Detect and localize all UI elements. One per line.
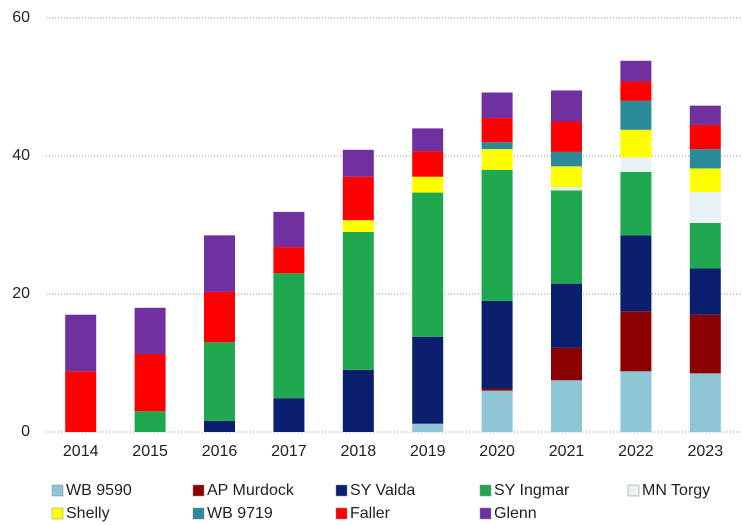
y-tick-label: 20 bbox=[12, 285, 30, 302]
y-tick-label: 0 bbox=[21, 423, 30, 440]
bar-segment bbox=[689, 124, 721, 150]
bar-segment bbox=[689, 314, 721, 374]
bar-segment bbox=[620, 129, 652, 158]
bar-segment bbox=[204, 342, 235, 421]
bar-segment bbox=[481, 149, 513, 170]
bar-segment bbox=[481, 142, 513, 150]
bar-segment bbox=[689, 105, 721, 125]
bar-segment bbox=[551, 283, 582, 348]
bar-segment bbox=[689, 373, 721, 432]
bar-segment bbox=[620, 157, 652, 172]
bar-segment bbox=[551, 166, 582, 188]
bar-segment bbox=[134, 411, 166, 432]
x-tick-label: 2014 bbox=[63, 443, 99, 460]
bar-segment bbox=[342, 220, 374, 232]
bar-segment bbox=[412, 336, 444, 424]
bar-segment bbox=[689, 268, 721, 315]
bar-segment bbox=[551, 190, 582, 284]
legend-label: Shelly bbox=[66, 505, 110, 522]
bar-segment bbox=[134, 307, 166, 355]
bar-segment bbox=[620, 235, 652, 312]
bar-segment bbox=[620, 171, 652, 236]
legend-label: WB 9719 bbox=[207, 505, 273, 522]
bar-segment bbox=[551, 187, 582, 191]
bar-segment bbox=[204, 291, 235, 343]
x-tick-label: 2017 bbox=[271, 443, 307, 460]
bar-segment bbox=[689, 191, 721, 223]
bar-segment bbox=[412, 423, 444, 432]
bar-segment bbox=[412, 192, 444, 337]
bar-segment bbox=[65, 371, 97, 432]
legend-label: SY Ingmar bbox=[494, 482, 570, 499]
bar-segment bbox=[481, 388, 513, 391]
y-tick-label: 60 bbox=[12, 9, 30, 26]
legend-swatch bbox=[479, 484, 492, 497]
x-tick-label: 2018 bbox=[341, 443, 377, 460]
bar-segment bbox=[273, 273, 305, 399]
bar-segment bbox=[204, 420, 235, 432]
bar-segment bbox=[689, 149, 721, 169]
bar-segment bbox=[342, 176, 374, 221]
bar-segment bbox=[273, 398, 305, 432]
legend-swatch bbox=[335, 484, 348, 497]
legend-label: MN Torgy bbox=[642, 482, 710, 499]
x-tick-label: 2022 bbox=[618, 443, 654, 460]
legend-swatch bbox=[51, 484, 64, 497]
x-tick-label: 2023 bbox=[688, 443, 724, 460]
bar-segment bbox=[620, 60, 652, 82]
bar-segment bbox=[689, 168, 721, 192]
bar-segment bbox=[412, 128, 444, 152]
x-tick-label: 2015 bbox=[132, 443, 168, 460]
bar-segment bbox=[134, 354, 166, 412]
legend-label: SY Valda bbox=[350, 482, 415, 499]
bar-segment bbox=[65, 314, 97, 372]
bar-segment bbox=[481, 169, 513, 301]
bar-segment bbox=[412, 176, 444, 193]
x-tick-label: 2020 bbox=[479, 443, 515, 460]
legend-label: WB 9590 bbox=[66, 482, 132, 499]
bar-segment bbox=[689, 222, 721, 269]
legend-swatch bbox=[192, 507, 205, 520]
bar-segment bbox=[481, 118, 513, 143]
legend-swatch bbox=[627, 484, 640, 497]
legend-swatch bbox=[51, 507, 64, 520]
bar-segment bbox=[273, 211, 305, 248]
bar-segment bbox=[204, 235, 235, 292]
bar-segment bbox=[620, 371, 652, 432]
bar-segment bbox=[620, 81, 652, 101]
legend-label: Faller bbox=[350, 505, 391, 522]
bar-segment bbox=[551, 347, 582, 381]
legend-label: AP Murdock bbox=[207, 482, 295, 499]
bar-segment bbox=[551, 151, 582, 167]
x-tick-label: 2016 bbox=[202, 443, 238, 460]
x-tick-label: 2021 bbox=[549, 443, 585, 460]
bar-segment bbox=[412, 151, 444, 177]
x-tick-label: 2019 bbox=[410, 443, 446, 460]
bar-segment bbox=[481, 390, 513, 432]
bar-segment bbox=[620, 100, 652, 130]
bar-segment bbox=[551, 121, 582, 152]
bar-segment bbox=[620, 311, 652, 372]
legend-swatch bbox=[192, 484, 205, 497]
bar-segment bbox=[273, 247, 305, 274]
bar-segment bbox=[551, 380, 582, 432]
bar-segment bbox=[481, 300, 513, 389]
bar-segment bbox=[551, 90, 582, 122]
legend-swatch bbox=[335, 507, 348, 520]
legend-label: Glenn bbox=[494, 505, 537, 522]
y-tick-label: 40 bbox=[12, 147, 30, 164]
bar-segment bbox=[342, 369, 374, 432]
bar-segment bbox=[481, 92, 513, 119]
bar-segment bbox=[342, 231, 374, 370]
bar-segment bbox=[342, 149, 374, 177]
legend-swatch bbox=[479, 507, 492, 520]
